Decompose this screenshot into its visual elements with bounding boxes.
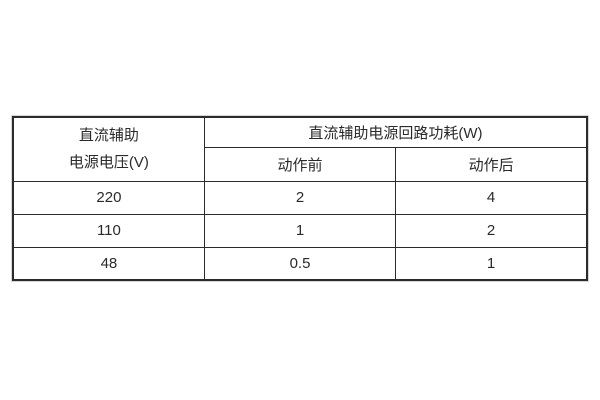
before-action-header-cell: 动作前 (203, 146, 397, 182)
table-row: 110 1 2 (12, 213, 588, 248)
after-action-cell: 4 (395, 180, 588, 215)
table-header-row-1: 直流辅助 电源电压(V) 直流辅助电源回路功耗(W) (12, 116, 588, 182)
table-row: 220 2 4 (12, 180, 588, 215)
before-action-cell: 0.5 (203, 246, 397, 281)
before-action-cell: 1 (203, 213, 397, 248)
voltage-cell: 48 (12, 246, 205, 281)
table-row: 48 0.5 1 (12, 246, 588, 281)
after-action-cell: 2 (395, 213, 588, 248)
spec-table: 直流辅助 电源电压(V) 直流辅助电源回路功耗(W) 动作前 动作后 220 2… (11, 115, 589, 282)
power-span-header-cell: 直流辅助电源回路功耗(W) (203, 116, 588, 148)
after-action-cell: 1 (395, 246, 588, 281)
voltage-header-cell: 直流辅助 电源电压(V) (12, 116, 205, 182)
voltage-cell: 220 (12, 180, 205, 215)
voltage-header-line1: 直流辅助 (78, 126, 139, 144)
power-consumption-table: 直流辅助 电源电压(V) 直流辅助电源回路功耗(W) 动作前 动作后 220 2… (11, 115, 589, 282)
before-action-cell: 2 (203, 180, 397, 215)
after-action-header-cell: 动作后 (395, 146, 588, 182)
voltage-header-line2: 电源电压(V) (68, 154, 149, 172)
voltage-cell: 110 (12, 213, 205, 248)
table-header-row-2: 动作前 动作后 (13, 146, 588, 182)
